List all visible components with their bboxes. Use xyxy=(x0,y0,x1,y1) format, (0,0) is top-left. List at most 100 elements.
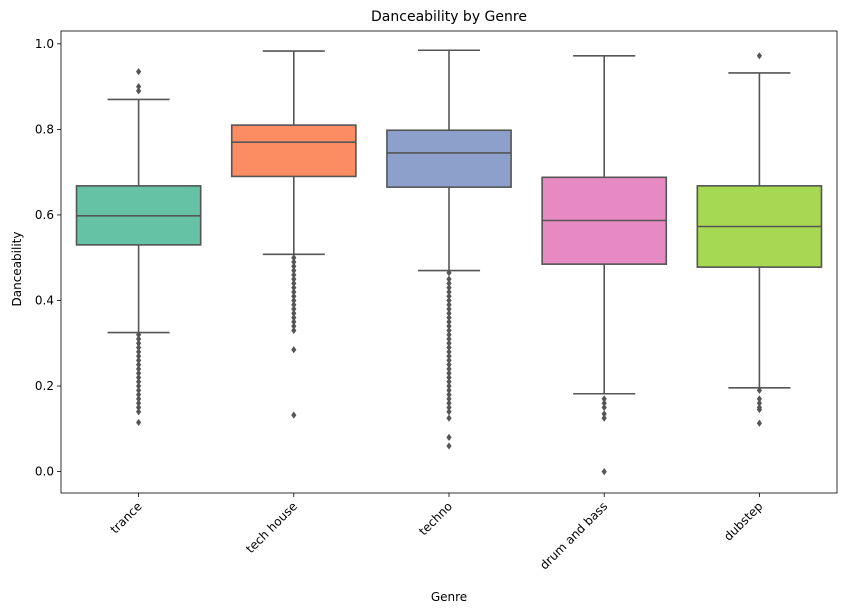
outlier-point xyxy=(136,403,142,412)
outlier-point xyxy=(446,284,452,292)
outlier-point xyxy=(446,348,452,356)
outlier-point xyxy=(136,382,142,390)
outlier-point xyxy=(291,314,297,322)
outlier-point xyxy=(601,399,607,407)
outlier-point xyxy=(136,83,142,91)
outlier-point xyxy=(291,292,297,300)
outlier-point xyxy=(291,322,297,330)
y-axis-label: Danceability xyxy=(10,232,24,307)
outlier-point xyxy=(446,399,452,407)
outlier-point xyxy=(291,318,297,326)
outlier-point xyxy=(446,275,452,283)
outlier-point xyxy=(446,292,452,300)
outlier-point xyxy=(446,442,452,450)
outlier-point xyxy=(446,408,452,416)
outlier-point xyxy=(291,411,297,419)
outlier-point xyxy=(446,433,452,441)
outlier-point xyxy=(136,365,142,373)
outlier-point xyxy=(446,343,452,352)
x-tick-label: trance xyxy=(108,499,145,536)
outlier-point xyxy=(291,296,297,305)
y-tick-label: 1.0 xyxy=(35,37,54,51)
outlier-point xyxy=(756,419,762,427)
outlier-point xyxy=(446,288,452,296)
outlier-point xyxy=(291,254,297,262)
outlier-point xyxy=(136,352,142,360)
box-tech-house xyxy=(230,50,357,419)
chart-title: Danceability by Genre xyxy=(371,9,527,25)
outlier-point xyxy=(291,284,297,292)
outlier-point xyxy=(446,395,452,403)
x-tick-label: techno xyxy=(416,499,455,538)
iqr-box xyxy=(230,124,357,178)
outlier-point xyxy=(291,279,297,287)
outlier-point xyxy=(446,335,452,343)
outlier-point xyxy=(446,352,452,360)
outlier-point xyxy=(291,309,297,317)
outlier-point xyxy=(291,275,297,283)
outlier-point xyxy=(136,369,142,377)
outlier-point xyxy=(291,288,297,296)
outlier-point xyxy=(291,262,297,270)
outlier-point xyxy=(756,52,762,60)
outlier-point xyxy=(291,271,297,279)
outlier-point xyxy=(446,414,452,422)
outlier-point xyxy=(446,386,452,394)
outlier-point xyxy=(136,399,142,407)
outlier-point xyxy=(291,305,297,313)
outlier-point xyxy=(136,339,142,347)
outlier-point xyxy=(446,269,452,277)
outlier-point xyxy=(291,326,297,335)
outlier-point xyxy=(446,301,452,309)
outlier-point xyxy=(136,386,142,394)
y-tick-label: 0.6 xyxy=(35,208,54,222)
outlier-point xyxy=(136,418,142,427)
outlier-point xyxy=(446,322,452,330)
outlier-point xyxy=(756,386,762,394)
y-tick-label: 0.4 xyxy=(35,294,54,308)
outlier-point xyxy=(446,326,452,335)
outlier-point xyxy=(446,361,452,369)
outlier-point xyxy=(446,391,452,399)
outlier-point xyxy=(446,305,452,313)
outlier-point xyxy=(136,68,142,76)
outlier-point xyxy=(136,395,142,403)
outlier-point xyxy=(601,403,607,412)
outlier-point xyxy=(446,296,452,305)
outlier-point xyxy=(136,87,142,95)
x-axis: trance tech house techno drum and bass dubst… xyxy=(108,493,766,572)
box-techno xyxy=(386,49,512,450)
outlier-point xyxy=(136,356,142,364)
outlier-point xyxy=(291,346,297,354)
outlier-point xyxy=(446,365,452,373)
outlier-point xyxy=(446,339,452,347)
outlier-point xyxy=(291,266,297,275)
outlier-point xyxy=(601,395,607,403)
boxes-layer xyxy=(75,49,823,476)
y-tick-label: 0.0 xyxy=(35,465,54,479)
outlier-point xyxy=(756,395,762,403)
outlier-point xyxy=(601,410,607,418)
box-trance xyxy=(75,68,202,427)
outlier-point xyxy=(446,378,452,386)
outlier-point xyxy=(136,335,142,343)
outlier-point xyxy=(136,373,142,382)
outlier-point xyxy=(136,331,142,339)
iqr-box xyxy=(386,129,512,188)
outlier-point xyxy=(291,258,297,266)
outlier-point xyxy=(446,369,452,377)
x-axis-label: Genre xyxy=(431,590,467,604)
outlier-point xyxy=(756,405,762,414)
outlier-point xyxy=(136,408,142,416)
box-drum-and-bass xyxy=(541,55,668,476)
plot-frame xyxy=(60,30,838,494)
y-axis: 0.0 0.2 0.4 0.6 0.8 1.0 xyxy=(35,37,61,479)
outlier-point xyxy=(446,373,452,382)
y-tick-label: 0.8 xyxy=(35,122,54,136)
outlier-point xyxy=(446,314,452,322)
outlier-point xyxy=(446,356,452,364)
outlier-point xyxy=(601,414,607,422)
x-tick-label: drum and bass xyxy=(537,499,610,572)
outlier-point xyxy=(136,361,142,369)
outlier-point xyxy=(291,301,297,309)
